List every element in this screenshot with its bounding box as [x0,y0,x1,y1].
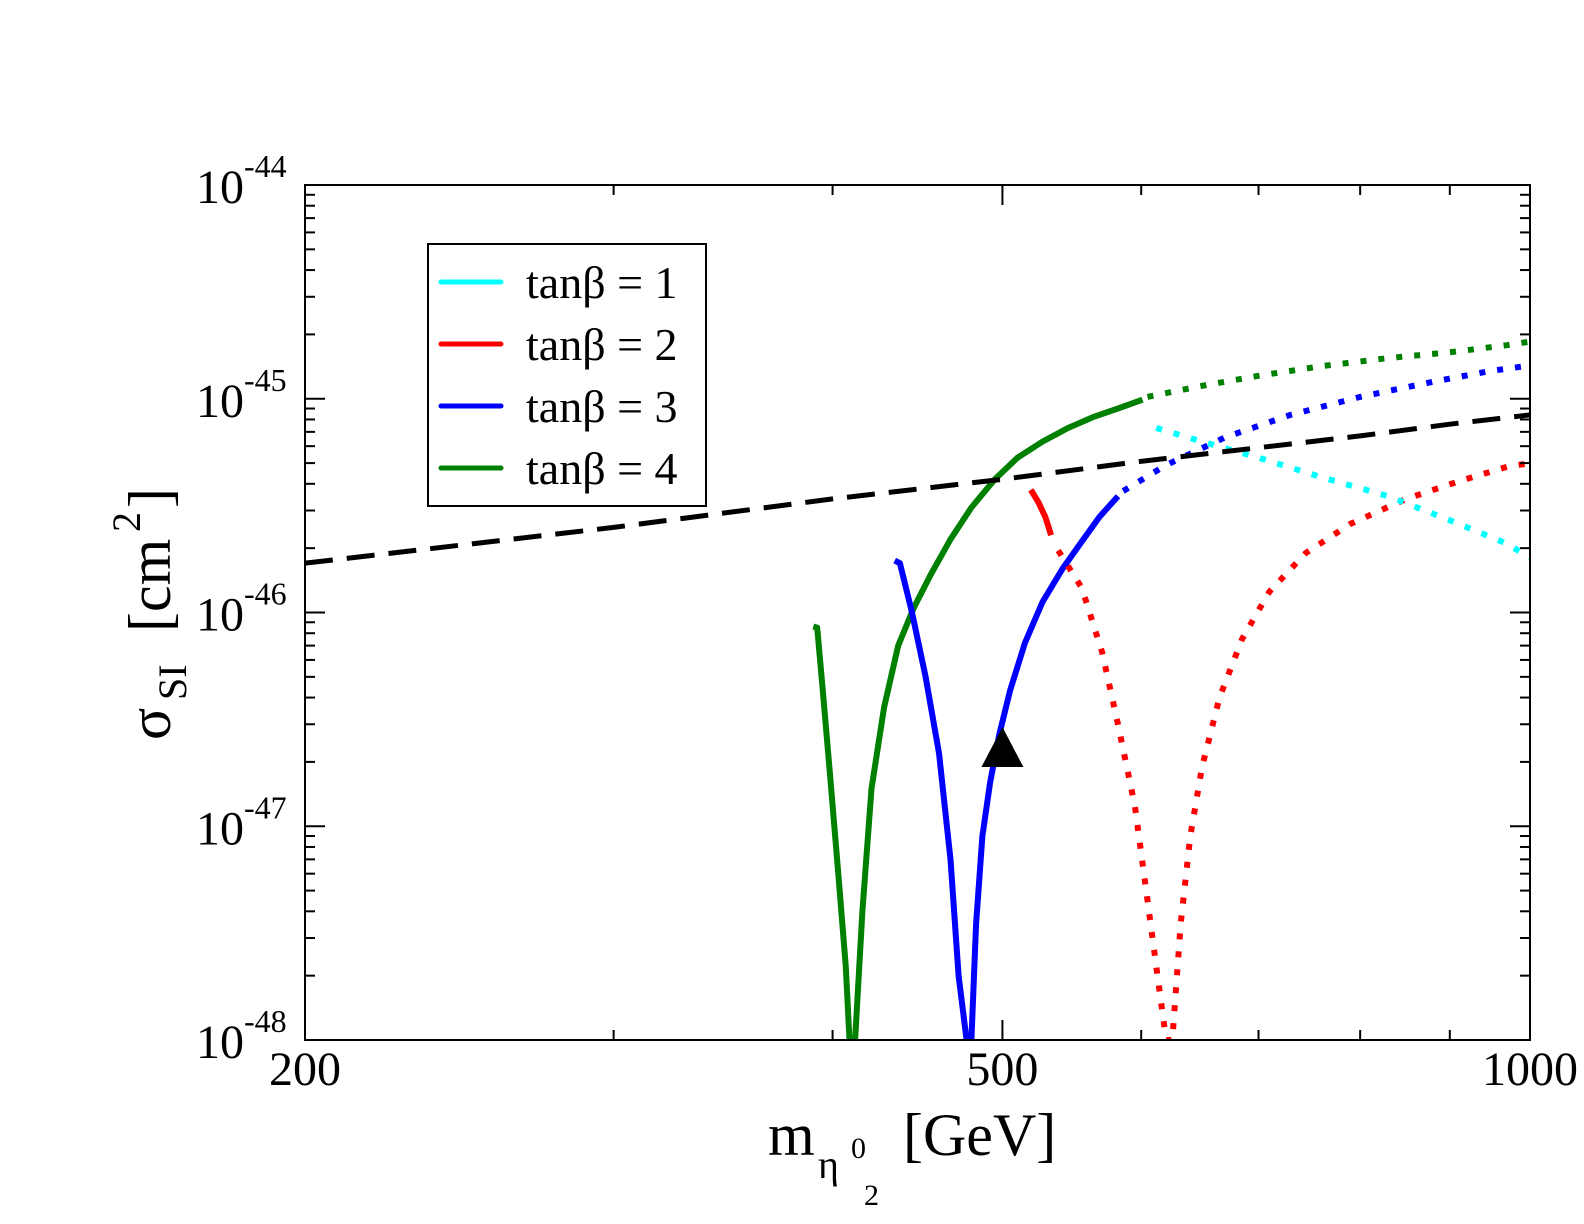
x-tick-label: 1000 [1482,1043,1578,1096]
x-axis-title-sub: η [818,1142,839,1187]
y-tick-label-base: 10 [196,161,244,214]
y-tick-label-base: 10 [196,1016,244,1069]
legend: tanβ = 1 tanβ = 2 tanβ = 3 tanβ = 4 [427,243,707,507]
series-line-0 [812,396,1144,1040]
legend-label-1: tanβ = 2 [526,319,678,370]
y-tick-label-base: 10 [196,375,244,428]
x-axis-title: m η 0 2 [GeV] [768,1102,1056,1212]
legend-label-3: tanβ = 4 [526,443,678,494]
series-line-4 [1028,488,1054,537]
legend-box [427,243,707,507]
series-line-6 [1155,425,1530,561]
legend-label-2: tanβ = 3 [526,381,678,432]
y-tick-label-exp: -45 [244,362,287,398]
series-line-7 [305,412,1530,566]
ticks-layer [304,184,1531,1041]
marker-layer [981,727,1024,768]
y-axis-title-unit-sup: 2 [104,512,149,532]
x-axis-title-subsub: 2 [864,1179,879,1212]
x-axis-title-main: m [768,1102,815,1168]
y-axis-title-unit-open: [cm [117,539,183,632]
series-line-2 [893,494,1121,1040]
x-axis-title-unit: [GeV] [903,1102,1056,1168]
y-axis-title-main: σ [117,708,183,740]
marker-triangle-0 [981,727,1024,768]
x-tick-label: 500 [966,1043,1038,1096]
legend-label-0: tanβ = 1 [526,257,678,308]
y-tick-label-base: 10 [196,589,244,642]
y-tick-label-exp: -46 [244,576,287,612]
y-tick-label-base: 10 [196,802,244,855]
y-tick-label-exp: -44 [244,148,287,184]
y-tick-label-exp: -48 [244,1003,287,1039]
x-tick-label: 200 [269,1043,341,1096]
y-axis-title-unit-close: ] [117,488,183,508]
y-axis-title: σ SI [cm 2 ] [104,488,195,740]
y-axis-title-sub: SI [150,664,195,700]
series-layer [305,338,1530,1040]
y-tick-label-exp: -47 [244,789,287,825]
series-line-3 [1121,362,1530,494]
x-axis-title-subsup: 0 [851,1132,866,1165]
